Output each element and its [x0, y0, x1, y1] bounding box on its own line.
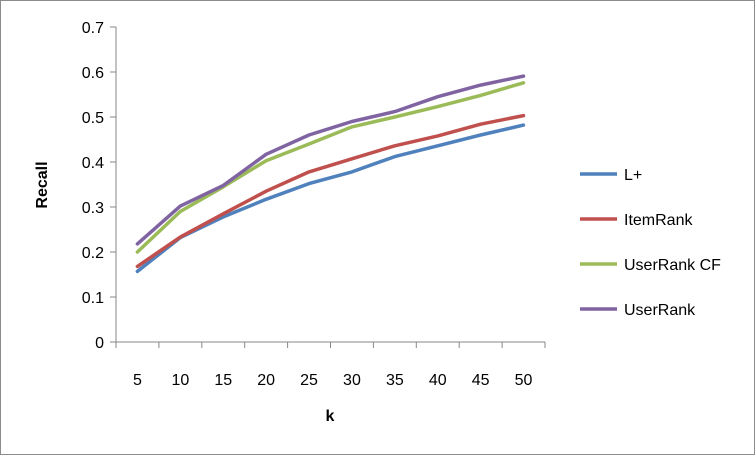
- legend-label: UserRank CF: [624, 257, 721, 274]
- x-tick-label: 20: [257, 372, 275, 389]
- legend-label: L+: [624, 167, 642, 184]
- x-axis-title: k: [326, 408, 335, 425]
- x-tick-label: 50: [515, 372, 533, 389]
- y-tick-label: 0.3: [82, 200, 104, 217]
- x-tick-label: 15: [214, 372, 232, 389]
- y-tick-label: 0.2: [82, 245, 104, 262]
- legend-item: UserRank: [580, 302, 696, 319]
- y-tick-label: 0: [95, 335, 104, 352]
- x-tick-label: 35: [386, 372, 404, 389]
- y-tick-label: 0.5: [82, 110, 104, 127]
- y-axis-title: Recall: [34, 161, 51, 208]
- legend-item: L+: [580, 167, 642, 184]
- axes: 0 0.1 0.2 0.3 0.4 0.5 0.6 0.7 5 10 15 20 25 30 35 40 45 5…: [82, 20, 546, 389]
- legend-item: UserRank CF: [580, 257, 721, 274]
- legend-label: ItemRank: [624, 212, 693, 229]
- legend-label: UserRank: [624, 302, 696, 319]
- x-tick-label: 40: [429, 372, 447, 389]
- series-layer: [135, 74, 526, 274]
- x-tick-label: 45: [472, 372, 490, 389]
- series-line-userrank: [135, 74, 526, 246]
- x-tick-label: 25: [300, 372, 318, 389]
- legend: L+ ItemRank UserRank CF UserRank: [580, 167, 721, 319]
- x-tick-label: 10: [171, 372, 189, 389]
- series-line-itemrank: [135, 113, 526, 269]
- y-tick-label: 0.7: [82, 20, 104, 37]
- y-tick-label: 0.1: [82, 290, 104, 307]
- x-tick-label: 5: [133, 372, 142, 389]
- legend-item: ItemRank: [580, 212, 693, 229]
- y-tick-label: 0.6: [82, 65, 104, 82]
- x-tick-label: 30: [343, 372, 361, 389]
- series-line-userrank-cf: [135, 81, 526, 254]
- y-tick-label: 0.4: [82, 155, 104, 172]
